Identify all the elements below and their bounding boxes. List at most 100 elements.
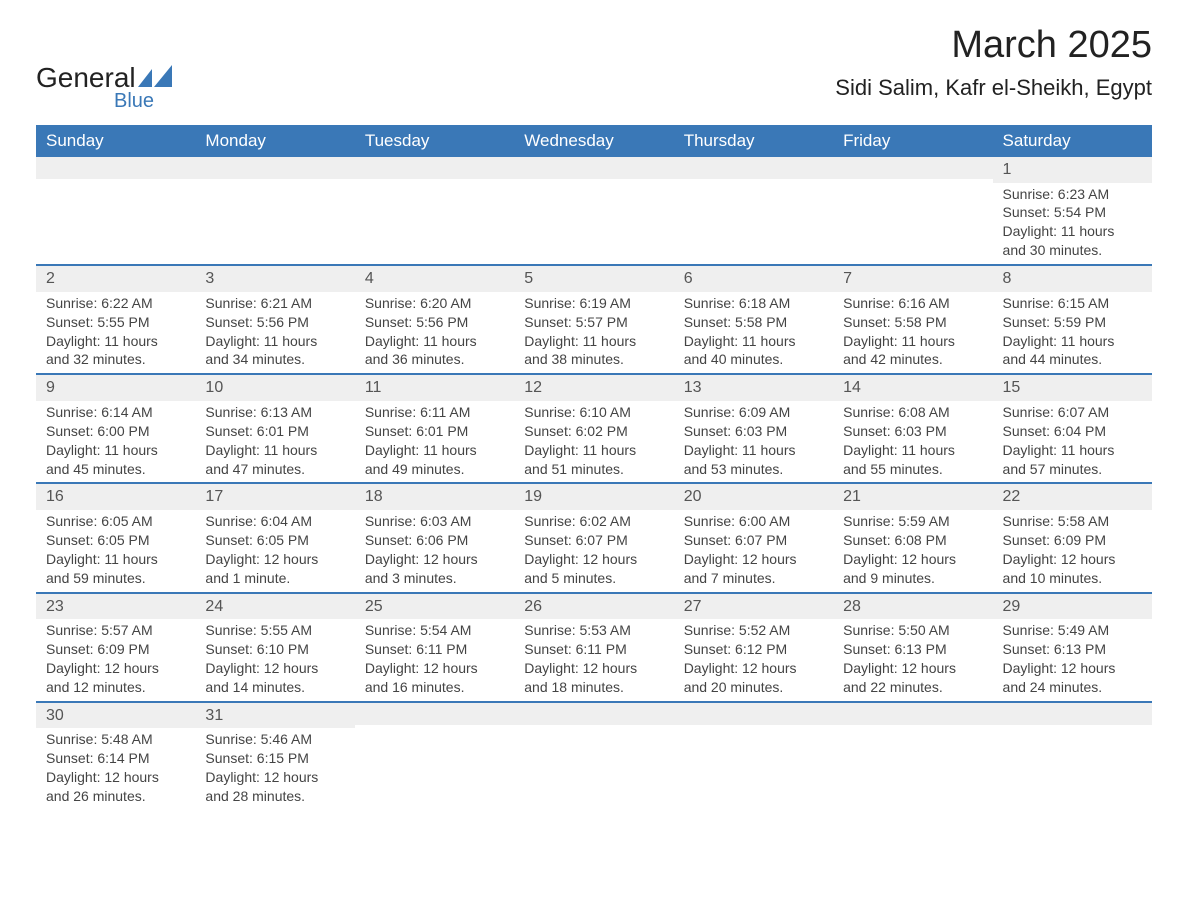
- sunset-text: Sunset: 6:09 PM: [1003, 531, 1142, 550]
- day-number: 21: [833, 484, 992, 510]
- sunset-text: Sunset: 6:05 PM: [205, 531, 344, 550]
- daylight2-text: and 26 minutes.: [46, 787, 185, 806]
- day-number: 8: [993, 266, 1152, 292]
- daylight2-text: and 55 minutes.: [843, 460, 982, 479]
- day-content: Sunrise: 6:22 AMSunset: 5:55 PMDaylight:…: [36, 292, 195, 374]
- sunset-text: Sunset: 6:13 PM: [1003, 640, 1142, 659]
- sunrise-text: Sunrise: 6:07 AM: [1003, 403, 1142, 422]
- day-content: [993, 725, 1152, 799]
- sunrise-text: Sunrise: 6:04 AM: [205, 512, 344, 531]
- daylight1-text: Daylight: 12 hours: [1003, 550, 1142, 569]
- sunrise-text: Sunrise: 5:54 AM: [365, 621, 504, 640]
- sunset-text: Sunset: 6:07 PM: [684, 531, 823, 550]
- daylight1-text: Daylight: 11 hours: [365, 441, 504, 460]
- weekday-header: Sunday: [36, 125, 195, 157]
- day-cell: 26Sunrise: 5:53 AMSunset: 6:11 PMDayligh…: [514, 593, 673, 702]
- day-cell: [514, 702, 673, 810]
- day-cell: 5Sunrise: 6:19 AMSunset: 5:57 PMDaylight…: [514, 265, 673, 374]
- week-row: 30Sunrise: 5:48 AMSunset: 6:14 PMDayligh…: [36, 702, 1152, 810]
- day-number: 14: [833, 375, 992, 401]
- day-cell: 10Sunrise: 6:13 AMSunset: 6:01 PMDayligh…: [195, 374, 354, 483]
- day-number: [674, 157, 833, 179]
- sunrise-text: Sunrise: 6:09 AM: [684, 403, 823, 422]
- sunrise-text: Sunrise: 5:53 AM: [524, 621, 663, 640]
- daylight1-text: Daylight: 12 hours: [46, 659, 185, 678]
- sunset-text: Sunset: 6:09 PM: [46, 640, 185, 659]
- day-cell: 4Sunrise: 6:20 AMSunset: 5:56 PMDaylight…: [355, 265, 514, 374]
- day-cell: 7Sunrise: 6:16 AMSunset: 5:58 PMDaylight…: [833, 265, 992, 374]
- daylight1-text: Daylight: 11 hours: [365, 332, 504, 351]
- sunset-text: Sunset: 6:04 PM: [1003, 422, 1142, 441]
- day-content: Sunrise: 5:55 AMSunset: 6:10 PMDaylight:…: [195, 619, 354, 701]
- day-cell: 25Sunrise: 5:54 AMSunset: 6:11 PMDayligh…: [355, 593, 514, 702]
- sunrise-text: Sunrise: 6:10 AM: [524, 403, 663, 422]
- day-content: Sunrise: 6:18 AMSunset: 5:58 PMDaylight:…: [674, 292, 833, 374]
- logo: General Blue: [36, 24, 172, 113]
- day-content: Sunrise: 6:07 AMSunset: 6:04 PMDaylight:…: [993, 401, 1152, 483]
- daylight2-text: and 14 minutes.: [205, 678, 344, 697]
- day-content: Sunrise: 5:49 AMSunset: 6:13 PMDaylight:…: [993, 619, 1152, 701]
- day-content: Sunrise: 6:23 AMSunset: 5:54 PMDaylight:…: [993, 183, 1152, 265]
- day-number: 7: [833, 266, 992, 292]
- day-number: 30: [36, 703, 195, 729]
- day-cell: 31Sunrise: 5:46 AMSunset: 6:15 PMDayligh…: [195, 702, 354, 810]
- day-cell: 15Sunrise: 6:07 AMSunset: 6:04 PMDayligh…: [993, 374, 1152, 483]
- daylight1-text: Daylight: 12 hours: [205, 768, 344, 787]
- sunrise-text: Sunrise: 6:05 AM: [46, 512, 185, 531]
- daylight1-text: Daylight: 11 hours: [205, 332, 344, 351]
- day-cell: 17Sunrise: 6:04 AMSunset: 6:05 PMDayligh…: [195, 483, 354, 592]
- weekday-header: Wednesday: [514, 125, 673, 157]
- sunrise-text: Sunrise: 5:48 AM: [46, 730, 185, 749]
- day-content: [833, 725, 992, 799]
- daylight2-text: and 32 minutes.: [46, 350, 185, 369]
- sunset-text: Sunset: 5:58 PM: [843, 313, 982, 332]
- day-content: Sunrise: 6:19 AMSunset: 5:57 PMDaylight:…: [514, 292, 673, 374]
- day-cell: [355, 702, 514, 810]
- logo-bottom-text: Blue: [114, 90, 172, 113]
- day-cell: 24Sunrise: 5:55 AMSunset: 6:10 PMDayligh…: [195, 593, 354, 702]
- daylight2-text: and 53 minutes.: [684, 460, 823, 479]
- sunrise-text: Sunrise: 5:52 AM: [684, 621, 823, 640]
- day-number: 13: [674, 375, 833, 401]
- month-title: March 2025: [835, 24, 1152, 67]
- day-number: 12: [514, 375, 673, 401]
- day-number: 10: [195, 375, 354, 401]
- day-content: [674, 725, 833, 799]
- day-content: [674, 179, 833, 253]
- day-cell: 28Sunrise: 5:50 AMSunset: 6:13 PMDayligh…: [833, 593, 992, 702]
- day-content: Sunrise: 6:05 AMSunset: 6:05 PMDaylight:…: [36, 510, 195, 592]
- week-row: 1Sunrise: 6:23 AMSunset: 5:54 PMDaylight…: [36, 157, 1152, 265]
- daylight2-text: and 20 minutes.: [684, 678, 823, 697]
- day-cell: 29Sunrise: 5:49 AMSunset: 6:13 PMDayligh…: [993, 593, 1152, 702]
- daylight1-text: Daylight: 11 hours: [1003, 222, 1142, 241]
- daylight1-text: Daylight: 11 hours: [46, 550, 185, 569]
- daylight1-text: Daylight: 12 hours: [205, 659, 344, 678]
- day-number: 5: [514, 266, 673, 292]
- day-cell: [514, 157, 673, 265]
- weekday-header: Saturday: [993, 125, 1152, 157]
- day-cell: 27Sunrise: 5:52 AMSunset: 6:12 PMDayligh…: [674, 593, 833, 702]
- day-number: [514, 703, 673, 725]
- daylight2-text: and 5 minutes.: [524, 569, 663, 588]
- daylight1-text: Daylight: 12 hours: [46, 768, 185, 787]
- daylight1-text: Daylight: 11 hours: [46, 332, 185, 351]
- title-block: March 2025 Sidi Salim, Kafr el-Sheikh, E…: [835, 24, 1152, 101]
- day-cell: 23Sunrise: 5:57 AMSunset: 6:09 PMDayligh…: [36, 593, 195, 702]
- sunset-text: Sunset: 5:57 PM: [524, 313, 663, 332]
- day-cell: 21Sunrise: 5:59 AMSunset: 6:08 PMDayligh…: [833, 483, 992, 592]
- day-cell: 2Sunrise: 6:22 AMSunset: 5:55 PMDaylight…: [36, 265, 195, 374]
- day-cell: 6Sunrise: 6:18 AMSunset: 5:58 PMDaylight…: [674, 265, 833, 374]
- sunrise-text: Sunrise: 6:19 AM: [524, 294, 663, 313]
- day-content: Sunrise: 5:57 AMSunset: 6:09 PMDaylight:…: [36, 619, 195, 701]
- logo-main-line: General: [36, 64, 172, 92]
- sunset-text: Sunset: 6:03 PM: [843, 422, 982, 441]
- daylight2-text: and 47 minutes.: [205, 460, 344, 479]
- sunrise-text: Sunrise: 6:22 AM: [46, 294, 185, 313]
- day-content: Sunrise: 6:00 AMSunset: 6:07 PMDaylight:…: [674, 510, 833, 592]
- day-content: [355, 725, 514, 799]
- daylight1-text: Daylight: 11 hours: [524, 332, 663, 351]
- day-content: Sunrise: 5:53 AMSunset: 6:11 PMDaylight:…: [514, 619, 673, 701]
- day-content: [195, 179, 354, 253]
- sunset-text: Sunset: 6:01 PM: [205, 422, 344, 441]
- sunset-text: Sunset: 6:01 PM: [365, 422, 504, 441]
